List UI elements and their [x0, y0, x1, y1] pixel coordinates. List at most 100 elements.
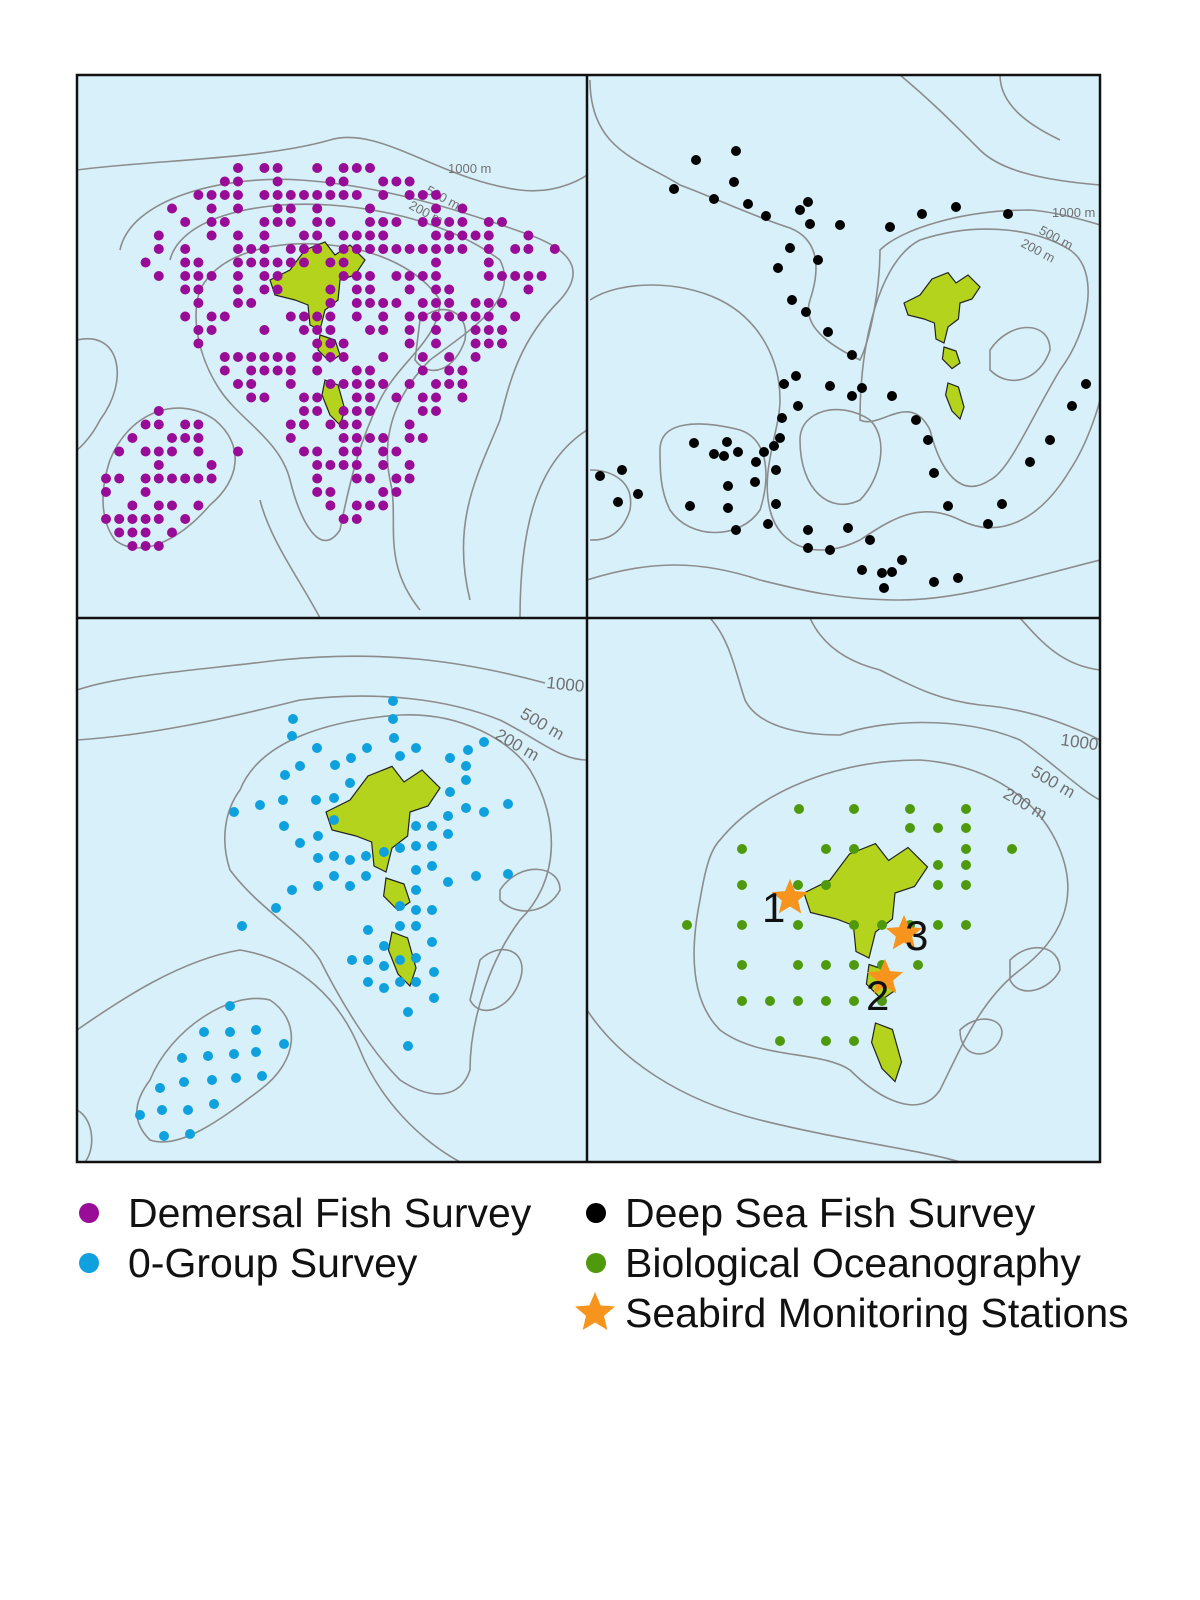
demersal-station	[259, 244, 270, 254]
demersal-station	[365, 230, 375, 241]
demersal-station	[378, 244, 389, 254]
demersal-station	[523, 230, 534, 241]
demersal-station	[338, 406, 349, 416]
deep-sea-station	[1003, 209, 1013, 219]
demersal-station	[351, 311, 362, 322]
0-group-station	[257, 1071, 267, 1081]
demersal-station	[127, 527, 138, 538]
seabird-star-icon-3	[885, 915, 923, 950]
demersal-station	[378, 298, 389, 308]
0-group-station	[288, 714, 298, 724]
demersal-station	[167, 473, 177, 484]
0-group-station	[411, 885, 421, 895]
bio-oceanography-station	[849, 920, 859, 930]
0-group-station	[427, 821, 437, 831]
bio-oceanography-station	[933, 823, 943, 833]
demersal-station	[259, 284, 270, 295]
0-group-station	[231, 1073, 241, 1083]
deep-sea-station	[847, 391, 857, 401]
contour-label-1000: 1000 m	[1052, 205, 1095, 220]
demersal-station	[114, 446, 125, 457]
0-group-station	[427, 905, 437, 915]
demersal-station	[167, 500, 177, 511]
demersal-station	[365, 163, 375, 173]
demersal-station	[351, 392, 362, 403]
demersal-station	[378, 446, 389, 457]
deep-sea-station	[847, 350, 857, 360]
deep-sea-station	[613, 497, 623, 507]
demersal-station	[140, 446, 151, 457]
demersal-station	[206, 460, 217, 470]
demersal-station	[127, 433, 138, 443]
demersal-station	[378, 190, 389, 200]
demersal-station	[470, 338, 481, 349]
0-group-station	[362, 743, 372, 753]
demersal-station	[299, 230, 309, 241]
demersal-station	[259, 365, 270, 376]
0-group-station	[445, 787, 455, 797]
demersal-station	[404, 419, 415, 430]
deep-sea-station	[843, 523, 853, 533]
deep-sea-station	[785, 243, 795, 253]
demersal-station	[444, 284, 455, 295]
deep-sea-station	[733, 447, 743, 457]
faroe-islands	[903, 271, 981, 421]
demersal-station	[206, 217, 217, 227]
0-group-station	[177, 1053, 187, 1063]
demersal-station	[365, 244, 375, 254]
0-group-station	[427, 861, 437, 871]
bio-oceanography-station	[961, 823, 971, 833]
demersal-station	[351, 163, 362, 173]
demersal-station	[378, 379, 389, 389]
demersal-station	[417, 298, 428, 308]
demersal-station	[299, 325, 309, 335]
demersal-station	[233, 257, 243, 268]
deep-sea-station	[791, 371, 801, 381]
demersal-station	[206, 325, 217, 335]
demersal-station	[404, 325, 415, 335]
demersal-station	[470, 352, 481, 362]
0-group-station	[429, 993, 439, 1003]
legend-marker-0-group	[79, 1253, 99, 1273]
demersal-station	[457, 365, 468, 376]
demersal-station	[470, 230, 481, 241]
demersal-station	[153, 271, 164, 281]
demersal-station	[431, 271, 441, 281]
bio-oceanography-station	[775, 1036, 785, 1046]
demersal-station	[127, 514, 138, 524]
demersal-station	[404, 176, 415, 187]
deep-sea-station	[763, 519, 773, 529]
deep-sea-station	[911, 415, 921, 425]
bio-oceanography-station	[793, 960, 803, 970]
depth-contours	[77, 655, 587, 1162]
0-group-station	[329, 851, 339, 861]
0-group-station	[135, 1110, 145, 1120]
demersal-station	[219, 217, 230, 227]
0-group-station	[229, 1049, 239, 1059]
demersal-station	[259, 325, 270, 335]
0-group-station	[183, 1105, 193, 1115]
demersal-station	[338, 163, 349, 173]
deep-sea-station	[923, 435, 933, 445]
deep-sea-station	[917, 209, 927, 219]
deep-sea-station	[723, 503, 733, 513]
demersal-station	[325, 379, 336, 389]
demersal-station	[233, 163, 243, 173]
demersal-station	[365, 473, 375, 484]
demersal-station	[312, 244, 323, 254]
demersal-station	[391, 271, 402, 281]
demersal-station	[351, 433, 362, 443]
demersal-station	[114, 527, 125, 538]
demersal-station	[338, 419, 349, 430]
demersal-station	[378, 325, 389, 335]
bio-oceanography-station	[913, 960, 923, 970]
demersal-station	[444, 379, 455, 389]
demersal-station	[140, 419, 151, 430]
demersal-station	[285, 419, 296, 430]
demersal-station	[391, 244, 402, 254]
demersal-station	[365, 325, 375, 335]
demersal-station	[127, 541, 138, 551]
demersal-station	[483, 338, 494, 349]
demersal-station	[404, 379, 415, 389]
demersal-station	[167, 433, 177, 443]
